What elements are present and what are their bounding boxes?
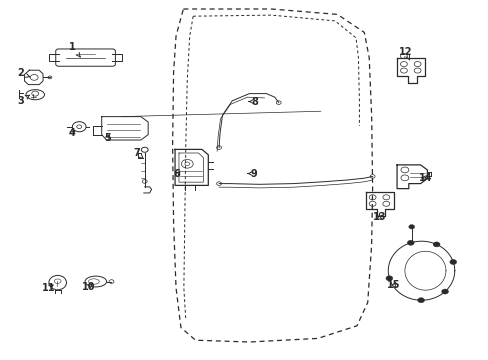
- Text: 4: 4: [69, 128, 76, 138]
- Text: 3: 3: [17, 95, 29, 106]
- Text: 10: 10: [82, 282, 96, 292]
- Text: 13: 13: [372, 212, 386, 222]
- Text: 8: 8: [248, 96, 258, 107]
- Text: 2: 2: [17, 68, 30, 78]
- Circle shape: [449, 260, 456, 265]
- Text: 5: 5: [104, 132, 111, 143]
- Text: 12: 12: [398, 47, 412, 60]
- Text: 15: 15: [386, 280, 400, 290]
- Text: 14: 14: [418, 173, 431, 183]
- Circle shape: [441, 289, 447, 294]
- Circle shape: [432, 242, 439, 247]
- Circle shape: [408, 225, 414, 229]
- Text: 1: 1: [69, 42, 80, 57]
- Text: 6: 6: [173, 169, 180, 179]
- Circle shape: [417, 298, 424, 303]
- Circle shape: [385, 276, 392, 281]
- Text: 11: 11: [42, 283, 56, 293]
- Circle shape: [407, 240, 413, 245]
- Text: 9: 9: [247, 168, 257, 179]
- Text: 7: 7: [133, 148, 143, 159]
